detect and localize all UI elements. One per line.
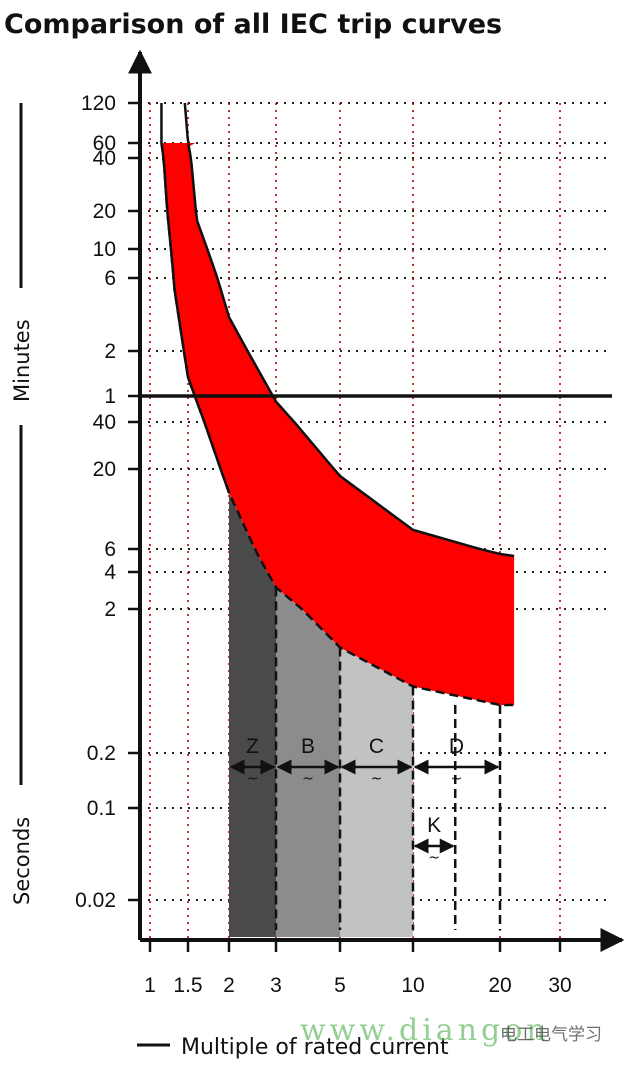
watermark-text-cn: 电工电气学习 <box>500 1025 602 1045</box>
y-tick-label: 20 <box>93 200 116 223</box>
y-tick-label: 0.1 <box>87 797 116 820</box>
x-axis-label: Multiple of rated current <box>181 1035 449 1060</box>
thermal-band <box>160 102 515 707</box>
y-tick-label: 2 <box>104 340 116 363</box>
x-tick-label: 30 <box>548 974 571 997</box>
x-tick-label: 20 <box>488 974 511 997</box>
tilde-mark: ~ <box>247 771 259 787</box>
x-tick-label: 1 <box>144 974 156 997</box>
y-tick-label: 40 <box>93 147 116 170</box>
band-z <box>229 492 276 937</box>
tilde-mark: ~ <box>451 771 463 787</box>
band-labels: ~ Z ~ B ~ C ~ D ~ K <box>229 735 500 866</box>
tilde-mark: ~ <box>302 771 314 787</box>
watermark-text: www.diangon <box>300 1013 550 1048</box>
y-tick-label: 20 <box>93 458 116 481</box>
y-label-minutes: Minutes <box>10 319 34 402</box>
y-tick-label: 0.2 <box>87 742 116 765</box>
thermal-lower-curve-solid <box>160 103 231 494</box>
band-label-d: D <box>449 735 464 758</box>
y-tick-label: 10 <box>93 238 116 261</box>
x-tick-label: 1.5 <box>173 974 202 997</box>
y-tick-label: 6 <box>104 538 116 561</box>
band-label-k: K <box>427 814 441 837</box>
thermal-upper-curve <box>183 102 515 558</box>
y-tick-label: 6 <box>104 267 116 290</box>
y-tick-label: 1 <box>104 385 116 408</box>
band-label-c: C <box>369 735 384 758</box>
band-label-b: B <box>301 735 315 758</box>
tilde-mark: ~ <box>428 850 440 866</box>
thermal-lower-curve <box>160 142 515 707</box>
y-tick-label: 4 <box>104 561 116 584</box>
band-c <box>340 647 413 937</box>
x-tick-label: 3 <box>270 974 282 997</box>
band-b <box>276 587 340 937</box>
chart-title: Comparison of all IEC trip curves <box>4 9 502 40</box>
thermal-band-fill <box>161 143 515 705</box>
x-tick-label: 5 <box>334 974 346 997</box>
y-label-seconds: Seconds <box>10 817 34 905</box>
y-tick-label: 40 <box>93 411 116 434</box>
axes <box>128 49 625 952</box>
x-tick-label: 2 <box>223 974 235 997</box>
y-tick-label: 120 <box>81 92 116 115</box>
x-tick-labels: 1 1.5 2 3 5 10 20 30 <box>144 940 572 997</box>
x-tick-label: 10 <box>401 974 424 997</box>
y-tick-label: 0.02 <box>75 889 116 912</box>
magnetic-bands <box>229 492 502 937</box>
y-tick-label: 2 <box>104 598 116 621</box>
y-tick-label: 60 <box>93 132 116 155</box>
tilde-mark: ~ <box>371 771 383 787</box>
band-label-z: Z <box>246 735 259 758</box>
